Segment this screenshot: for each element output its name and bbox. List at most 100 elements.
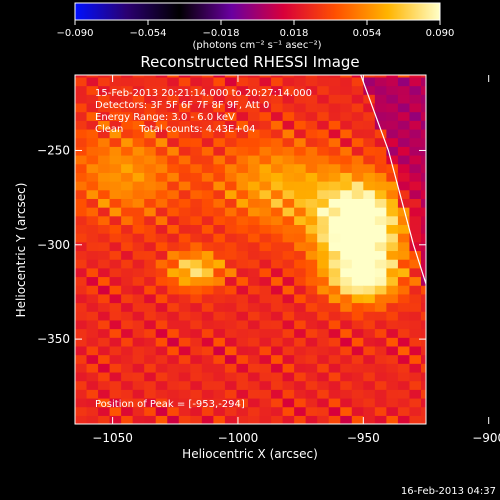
heatmap-pixel [86, 363, 99, 373]
heatmap-pixel [328, 207, 341, 217]
heatmap-pixel [109, 415, 122, 424]
heatmap-pixel [98, 111, 111, 121]
heatmap-pixel [213, 76, 226, 87]
heatmap-pixel [236, 406, 249, 416]
heatmap-pixel [259, 328, 272, 338]
heatmap-pixel [132, 189, 145, 199]
heatmap-pixel [386, 337, 399, 347]
heatmap-pixel [282, 163, 295, 173]
heatmap-pixel [305, 267, 318, 278]
heatmap-pixel [305, 345, 318, 356]
heatmap-pixel [363, 85, 376, 95]
heatmap-pixel [121, 207, 134, 217]
heatmap-pixel [420, 102, 426, 113]
heatmap-pixel [224, 207, 238, 217]
heatmap-pixel [121, 154, 134, 165]
heatmap-pixel [294, 345, 307, 356]
heatmap-pixel [121, 250, 134, 260]
heatmap-pixel [259, 285, 272, 295]
heatmap-pixel [271, 224, 284, 234]
heatmap-pixel [178, 354, 191, 364]
heatmap-pixel [224, 172, 238, 182]
heatmap-pixel [317, 94, 330, 104]
heatmap-pixel [328, 215, 341, 226]
heatmap-pixel [340, 380, 353, 390]
heatmap-pixel [75, 319, 88, 330]
heatmap-pixel [282, 172, 295, 182]
heatmap-pixel [305, 319, 318, 330]
colorbar: −0.090 −0.054 −0.018 0.018 0.054 0.090 (photo… [56, 2, 454, 51]
heatmap-pixel [190, 163, 203, 173]
heatmap-pixel [98, 285, 111, 295]
heatmap-pixel [155, 267, 168, 278]
heatmap-pixel [144, 189, 157, 199]
heatmap-pixel [386, 154, 399, 165]
time-range-text: 15-Feb-2013 20:21:14.000 to 20:27:14.000 [95, 88, 312, 99]
heatmap-pixel [109, 233, 122, 243]
heatmap-pixel [190, 397, 203, 408]
heatmap-pixel [247, 267, 261, 278]
heatmap-pixel [109, 389, 122, 399]
heatmap-pixel [190, 389, 203, 399]
heatmap-pixel [317, 259, 330, 269]
heatmap-pixel [190, 76, 203, 87]
heatmap-pixel [86, 241, 99, 252]
heatmap-pixel [351, 163, 364, 173]
heatmap-pixel [213, 397, 226, 408]
heatmap-pixel [132, 224, 145, 234]
heatmap-pixel [271, 293, 284, 304]
heatmap-pixel [294, 389, 307, 399]
heatmap-pixel [224, 345, 238, 356]
heatmap-pixel [374, 85, 387, 95]
heatmap-pixel [294, 224, 307, 234]
heatmap-pixel [201, 120, 214, 130]
heatmap-pixel [363, 189, 376, 199]
heatmap-pixel [98, 293, 111, 304]
heatmap-pixel [236, 363, 249, 373]
heatmap-pixel [109, 267, 122, 278]
heatmap-pixel [201, 172, 214, 182]
heatmap-pixel [224, 146, 238, 156]
heatmap-pixel [109, 380, 122, 390]
heatmap-pixel [224, 285, 238, 295]
heatmap-pixel [155, 189, 168, 199]
heatmap-pixel [294, 319, 307, 330]
heatmap-pixel [155, 154, 168, 165]
heatmap-pixel [178, 328, 191, 338]
heatmap-pixel [351, 189, 364, 199]
heatmap-pixel [386, 328, 399, 338]
heatmap-pixel [282, 215, 295, 226]
heatmap-pixel [224, 137, 238, 147]
heatmap-pixel [328, 328, 341, 338]
heatmap-pixel [224, 267, 238, 278]
heatmap-pixel [397, 345, 411, 356]
heatmap-pixel [397, 397, 411, 408]
heatmap-pixel [317, 233, 330, 243]
heatmap-pixel [132, 415, 145, 424]
heatmap-pixel [201, 363, 214, 373]
heatmap-pixel [340, 207, 353, 217]
heatmap-pixel [236, 328, 249, 338]
heatmap-pixel [86, 75, 99, 78]
heatmap-pixel [109, 146, 122, 156]
heatmap-pixel [224, 233, 238, 243]
heatmap-pixel [317, 319, 330, 330]
heatmap-pixel [282, 189, 295, 199]
heatmap-pixel [259, 311, 272, 321]
heatmap-pixel [340, 111, 353, 121]
heatmap-pixel [271, 415, 284, 424]
heatmap-pixel [86, 154, 99, 165]
heatmap-pixel [374, 241, 387, 252]
heatmap-pixel [155, 293, 168, 304]
heatmap-pixel [363, 285, 376, 295]
heatmap-pixel [201, 397, 214, 408]
heatmap-pixel [374, 76, 387, 87]
heatmap-pixel [121, 389, 134, 399]
heatmap-pixel [167, 259, 180, 269]
heatmap-pixel [420, 85, 426, 95]
heatmap-pixel [75, 241, 88, 252]
x-axis-tick-labels: −1050 −1000 −950 −900 [92, 431, 500, 445]
heatmap-pixel [247, 233, 261, 243]
heatmap-pixel [132, 181, 145, 191]
heatmap-pixel [351, 224, 364, 234]
